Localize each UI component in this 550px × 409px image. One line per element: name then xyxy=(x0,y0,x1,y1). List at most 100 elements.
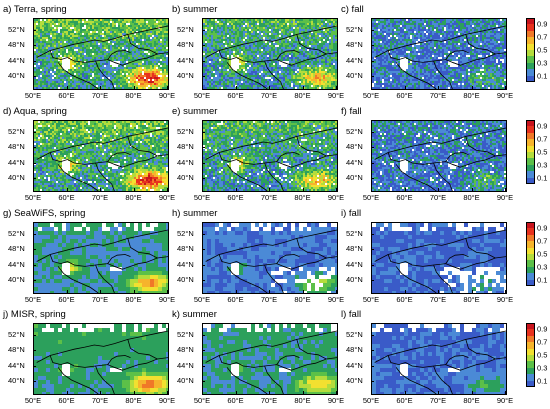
country-border xyxy=(264,365,284,394)
lat-tick-label: 40°N xyxy=(346,275,363,285)
lat-tick-label: 52°N xyxy=(177,228,194,238)
colorbar-label: 0.3 xyxy=(537,363,548,373)
lon-tick-label: 80°E xyxy=(294,193,311,202)
country-border xyxy=(36,127,168,160)
lat-tick-mark xyxy=(371,280,374,282)
colorbar-border xyxy=(526,120,535,184)
lat-tick-mark xyxy=(202,131,205,133)
lat-tick-label: 40°N xyxy=(177,376,194,386)
lon-tick-label: 60°E xyxy=(396,91,413,100)
panel-title-terra-fall: c) fall xyxy=(341,4,364,15)
lon-tick-mark xyxy=(66,391,68,394)
lon-tick-mark xyxy=(167,86,168,89)
country-border xyxy=(395,367,437,394)
lat-tick-label: 44°N xyxy=(346,360,363,370)
aod-field-seawifs-fall xyxy=(372,223,506,293)
lon-tick-mark xyxy=(269,391,270,394)
lat-tick-mark xyxy=(371,131,374,133)
country-border xyxy=(49,254,68,265)
lon-tick-mark xyxy=(167,188,168,191)
country-border xyxy=(107,355,131,365)
lon-tick-mark xyxy=(438,391,439,394)
lon-tick-mark xyxy=(505,391,506,394)
aod-field-aqua-fall xyxy=(372,121,506,191)
lat-tick-mark xyxy=(371,249,374,251)
colorbar-label: 0.5 xyxy=(537,350,548,360)
lon-tick-mark xyxy=(133,188,135,191)
lat-tick-mark xyxy=(202,29,205,31)
lon-tick-label: 70°E xyxy=(91,91,109,100)
country-border xyxy=(374,229,506,262)
lon-tick-mark xyxy=(302,86,304,89)
lat-tick-label: 52°N xyxy=(346,126,363,136)
country-border xyxy=(95,60,115,89)
lon-tick-mark xyxy=(371,86,372,89)
country-border xyxy=(127,136,158,157)
lat-tick-label: 44°N xyxy=(8,360,25,370)
lon-tick-mark xyxy=(133,86,135,89)
lat-tick-label: 44°N xyxy=(346,157,363,167)
lon-tick-label: 70°E xyxy=(91,193,109,202)
lon-tick-mark xyxy=(438,188,439,191)
lat-tick-label: 40°N xyxy=(346,173,363,183)
lat-tick-label: 40°N xyxy=(8,376,25,386)
lat-tick-label: 48°N xyxy=(8,40,25,50)
colorbar-label: 0.7 xyxy=(537,337,548,347)
lat-tick-label: 44°N xyxy=(8,259,25,269)
lon-tick-label: 90°E xyxy=(327,396,345,405)
lon-tick-mark xyxy=(471,188,473,191)
lon-tick-mark xyxy=(404,86,406,89)
panel-title-misr-fall: l) fall xyxy=(341,309,362,320)
panel-title-aqua-fall: f) fall xyxy=(341,106,362,117)
lon-tick-mark xyxy=(302,188,304,191)
country-border xyxy=(296,238,327,259)
lat-tick-mark xyxy=(33,334,36,336)
map-panel-misr-spring xyxy=(33,323,169,395)
country-border xyxy=(433,365,453,394)
lat-tick-mark xyxy=(202,280,205,282)
lon-tick-mark xyxy=(33,290,34,293)
lon-tick-label: 80°E xyxy=(294,396,311,405)
lon-tick-mark xyxy=(100,391,101,394)
lon-tick-label: 50°E xyxy=(193,193,211,202)
colorbar-label: 0.1 xyxy=(537,274,548,284)
lon-tick-mark xyxy=(438,86,439,89)
map-panel-misr-fall xyxy=(371,323,507,395)
country-border xyxy=(387,152,406,163)
lat-tick-label: 40°N xyxy=(177,173,194,183)
country-border xyxy=(218,355,237,366)
lat-tick-label: 52°N xyxy=(177,126,194,136)
panel-title-misr-spring: j) MISR, spring xyxy=(3,309,66,320)
country-border xyxy=(465,136,496,157)
country-border xyxy=(127,339,158,360)
lon-tick-label: 80°E xyxy=(463,91,480,100)
map-panel-seawifs-fall xyxy=(371,222,507,294)
aod-field-seawifs-summer xyxy=(203,223,337,293)
country-border xyxy=(276,254,300,264)
country-border xyxy=(433,60,453,89)
lon-tick-mark xyxy=(404,290,406,293)
lat-tick-mark xyxy=(202,162,205,164)
lon-tick-label: 90°E xyxy=(158,396,176,405)
colorbar-terra: 0.9 0.7 0.5 0.3 0.1 xyxy=(526,18,550,83)
lat-tick-mark xyxy=(33,178,36,180)
aod-field-seawifs-spring xyxy=(34,223,168,293)
lon-tick-mark xyxy=(100,188,101,191)
lon-tick-mark xyxy=(235,188,237,191)
country-border xyxy=(296,339,327,360)
map-panel-aqua-summer xyxy=(202,120,338,192)
lon-tick-label: 50°E xyxy=(362,193,380,202)
lon-tick-label: 60°E xyxy=(227,396,244,405)
map-panel-misr-summer xyxy=(202,323,338,395)
lon-tick-label: 50°E xyxy=(362,91,380,100)
lon-tick-label: 90°E xyxy=(496,91,514,100)
lon-tick-label: 70°E xyxy=(260,193,278,202)
country-border xyxy=(374,330,506,363)
lat-tick-mark xyxy=(33,76,36,78)
lat-tick-mark xyxy=(33,162,36,164)
lat-tick-mark xyxy=(202,264,205,266)
country-border xyxy=(49,355,68,366)
country-border xyxy=(433,162,453,191)
lon-tick-label: 80°E xyxy=(463,295,480,304)
